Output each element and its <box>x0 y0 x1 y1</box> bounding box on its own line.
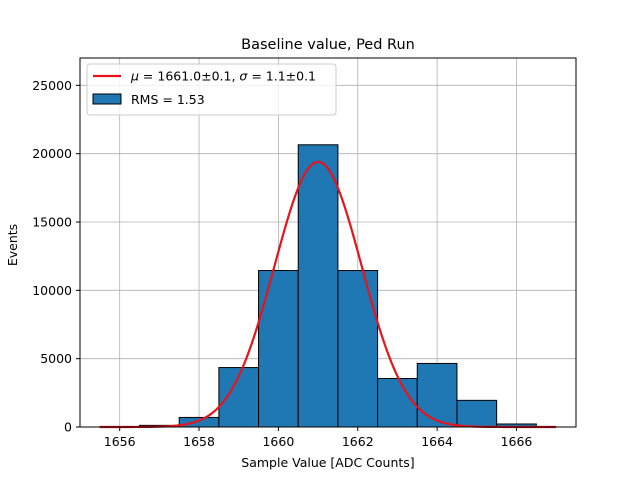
y-tick-label: 0 <box>64 420 72 435</box>
legend-histogram-swatch <box>93 94 121 104</box>
histogram-bar <box>338 271 378 427</box>
y-tick-label: 25000 <box>32 78 72 93</box>
x-axis-label: Sample Value [ADC Counts] <box>241 455 414 470</box>
histogram-bar <box>298 145 338 427</box>
histogram-bar <box>378 378 418 427</box>
legend: μ = 1661.0±0.1, σ = 1.1±0.1 RMS = 1.53 <box>87 64 336 115</box>
legend-sigma-text: = 1.1±0.1 <box>247 69 316 84</box>
legend-mu-symbol: μ <box>130 69 139 84</box>
histogram-bar <box>457 400 497 427</box>
histogram-bar <box>417 363 457 427</box>
x-tick-label: 1664 <box>421 434 453 449</box>
x-tick-label: 1662 <box>342 434 374 449</box>
y-tick-label: 10000 <box>32 283 72 298</box>
x-tick-label: 1658 <box>183 434 215 449</box>
y-tick-label: 20000 <box>32 146 72 161</box>
x-tick-label: 1656 <box>104 434 136 449</box>
y-axis-label: Events <box>5 224 20 266</box>
y-tick-label: 5000 <box>40 351 72 366</box>
x-tick-label: 1660 <box>262 434 294 449</box>
chart-title: Baseline value, Ped Run <box>241 37 415 53</box>
legend-mu-text: = 1661.0±0.1, <box>139 69 239 84</box>
histogram-bar <box>259 271 299 427</box>
legend-histogram-label: RMS = 1.53 <box>131 92 205 107</box>
x-tick-label: 1666 <box>501 434 533 449</box>
legend-fit-label: μ = 1661.0±0.1, σ = 1.1±0.1 <box>130 69 316 84</box>
histogram-bar <box>179 417 219 427</box>
y-tick-label: 15000 <box>32 215 72 230</box>
